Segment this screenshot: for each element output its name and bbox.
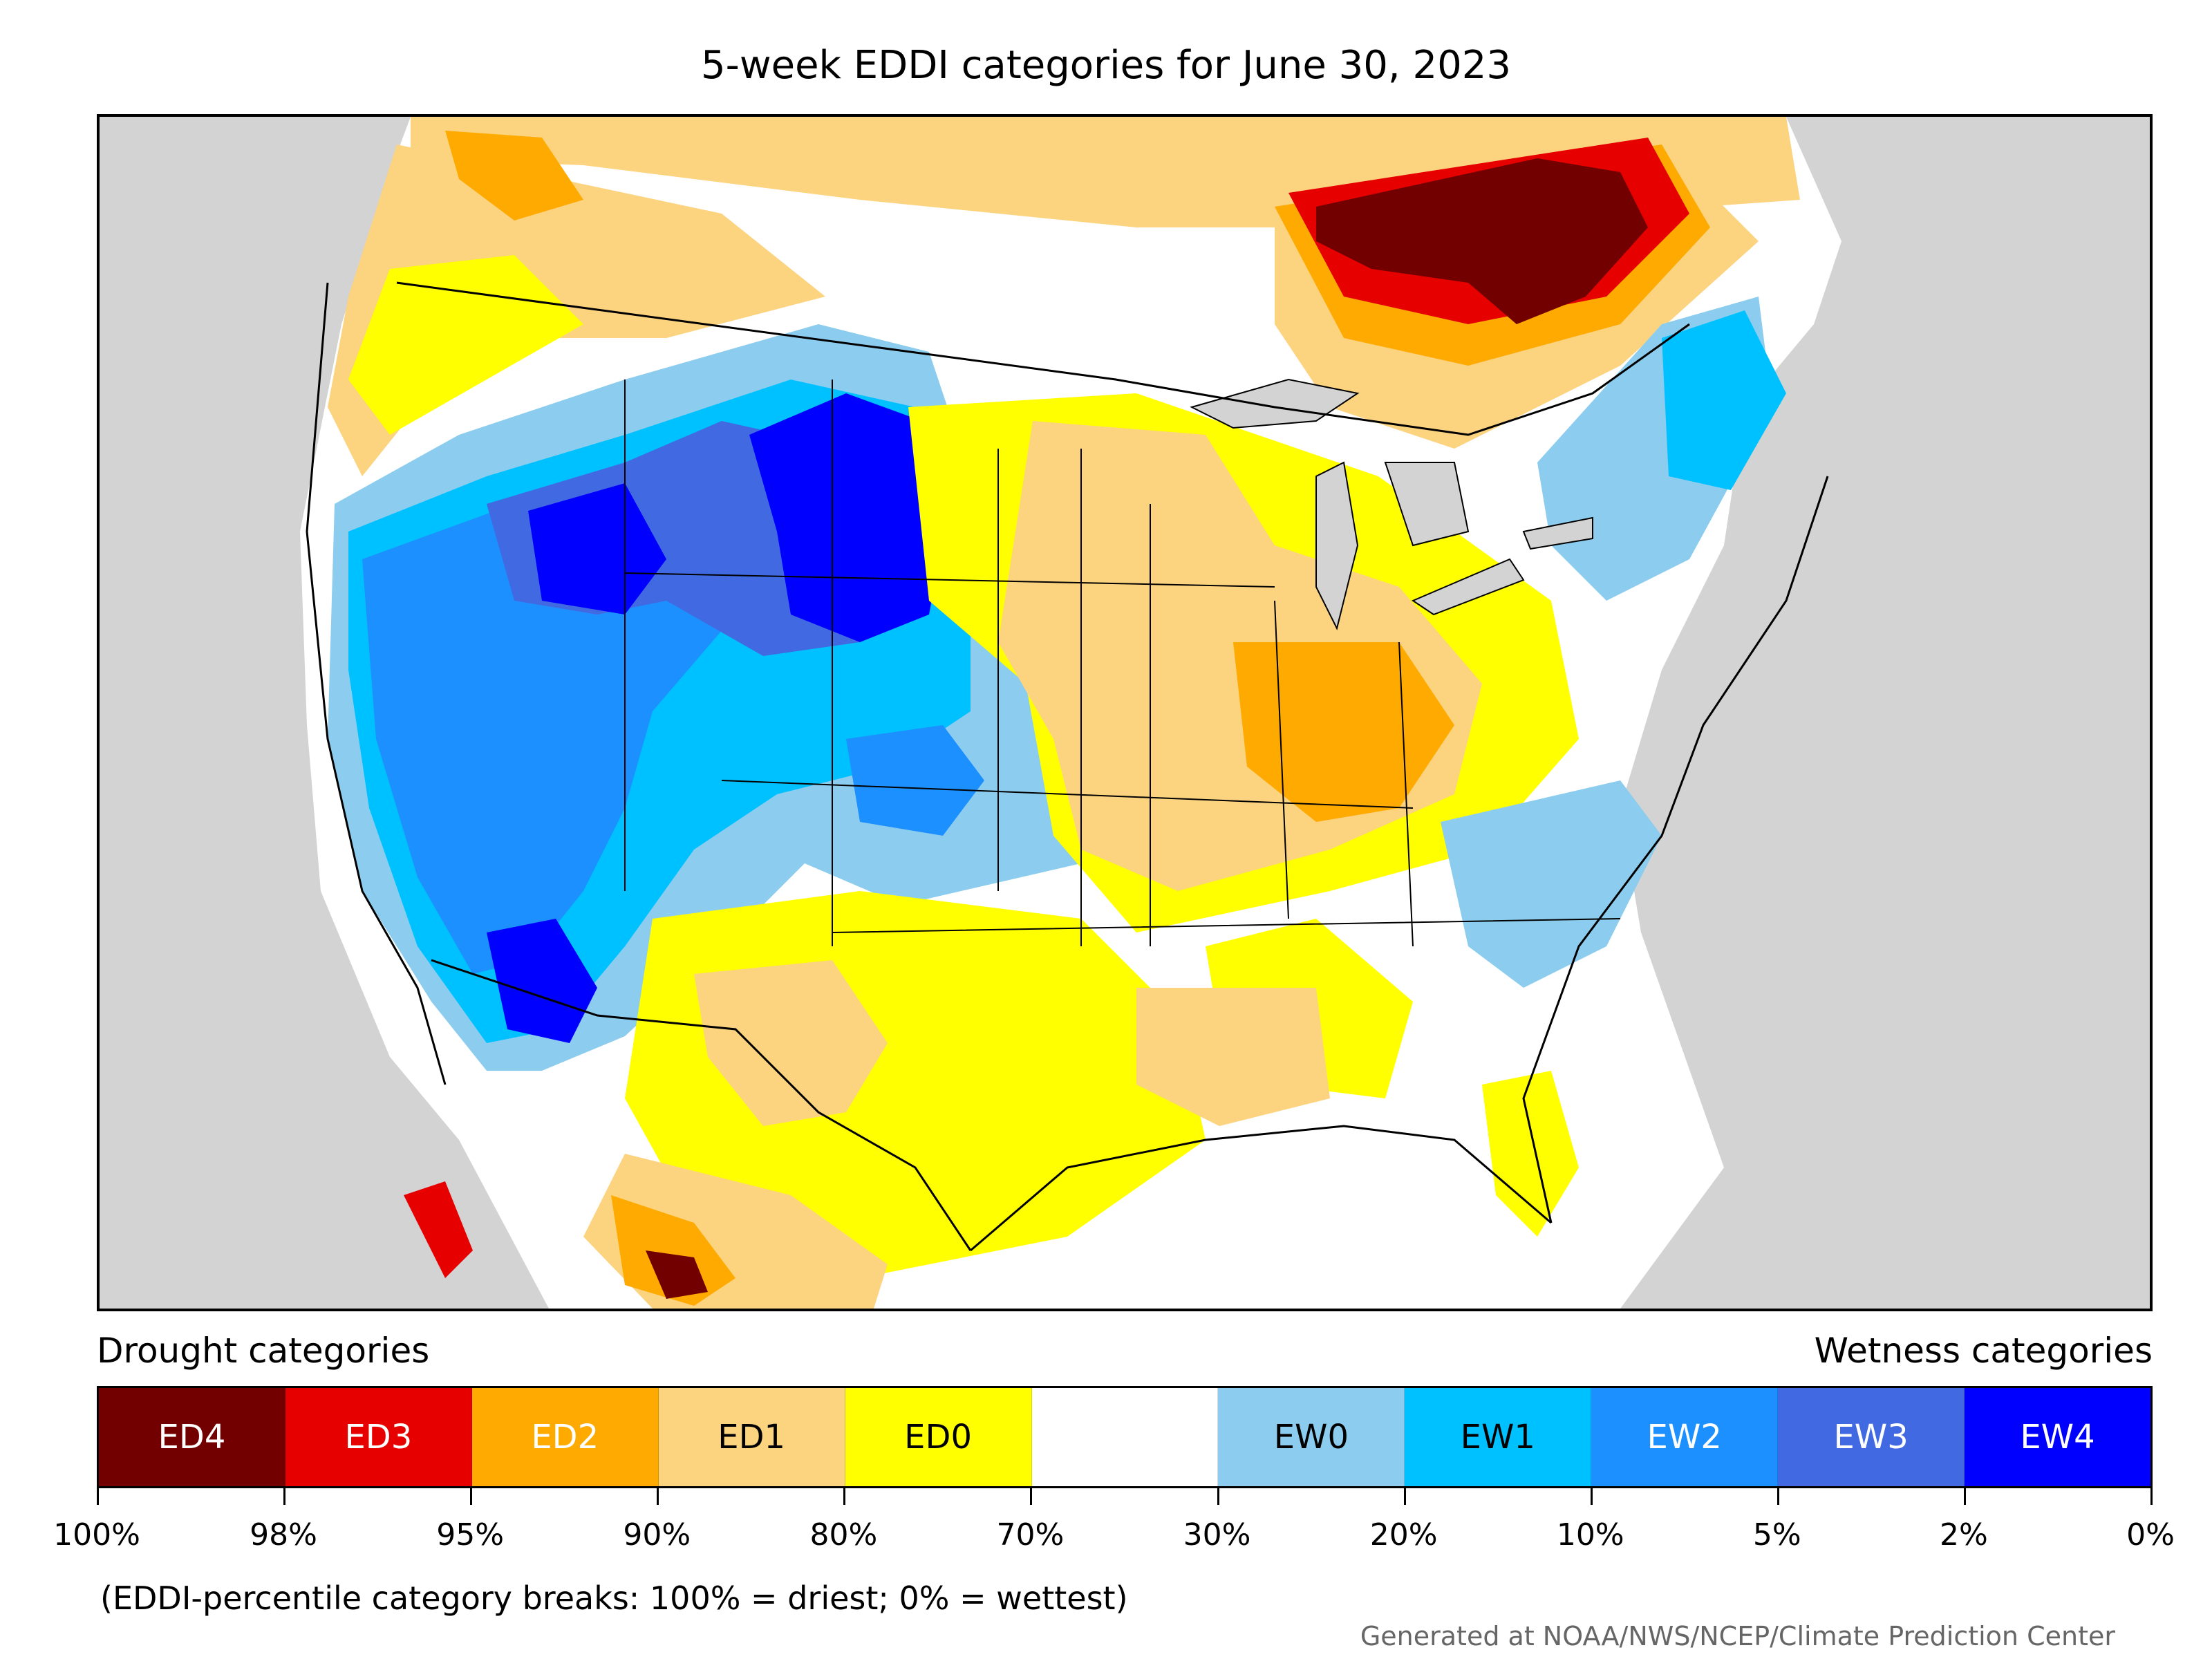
drought-heading: Drought categories <box>97 1331 430 1371</box>
legend-cell-ed4: ED4 <box>99 1388 285 1486</box>
bc-ed2 <box>445 131 583 221</box>
legend-cell-ed1: ED1 <box>658 1388 845 1486</box>
tick-label: 10% <box>1556 1517 1624 1553</box>
colorbar-tick <box>1777 1488 1779 1505</box>
carolinas-ew0 <box>1441 780 1662 988</box>
category-colorbar: ED4 ED3 ED2 ED1 ED0 EW0 EW1 EW2 EW3 EW4 <box>97 1386 2153 1488</box>
lake-michigan <box>1315 461 1359 630</box>
tick-label: 100% <box>53 1517 140 1553</box>
legend-cell-normal <box>1031 1388 1219 1486</box>
tick-label: 2% <box>1940 1517 1988 1553</box>
colorbar-tick <box>657 1488 659 1505</box>
tick-label: 80% <box>809 1517 878 1553</box>
tick-label: 98% <box>250 1517 317 1553</box>
tick-label: 20% <box>1369 1517 1438 1553</box>
colorbar-tick <box>1030 1488 1033 1505</box>
legend-cell-ew1: EW1 <box>1405 1388 1592 1486</box>
gulf-coast <box>970 1125 1552 1252</box>
new-england-ew1 <box>1662 310 1786 490</box>
colorbar-tick <box>1217 1488 1219 1505</box>
tick-label: 70% <box>996 1517 1065 1553</box>
arizona-ew4 <box>487 919 597 1043</box>
tick-label: 95% <box>436 1517 505 1553</box>
east-coast <box>1522 476 1829 1224</box>
colorbar-tick <box>843 1488 846 1505</box>
west-coast <box>306 282 447 1085</box>
wyoming-ew4 <box>749 393 950 642</box>
state-lines <box>624 379 1621 947</box>
sonora-ed4 <box>646 1250 708 1299</box>
texas-ed1 <box>694 960 888 1126</box>
colorbar-tick <box>1590 1488 1593 1505</box>
lake-erie <box>1411 558 1525 616</box>
canada-us-border <box>396 281 1690 436</box>
map-title: 5-week EDDI categories for June 30, 2023 <box>701 43 1511 88</box>
illinois-ed2 <box>1233 642 1454 822</box>
lake-ontario <box>1522 516 1593 550</box>
baja-ed3 <box>404 1181 473 1278</box>
colorbar-ticks <box>97 1488 2153 1509</box>
percentile-note: (EDDI-percentile category breaks: 100% =… <box>100 1580 1128 1617</box>
florida-ed0 <box>1482 1071 1579 1237</box>
colorbar-tick <box>1963 1488 1966 1505</box>
legend-cell-ed2: ED2 <box>471 1388 659 1486</box>
pacific-northwest-ed1 <box>328 144 825 476</box>
tick-label: 0% <box>2126 1517 2175 1553</box>
louisiana-ed1 <box>1136 988 1330 1126</box>
legend-cell-ed3: ED3 <box>285 1388 472 1486</box>
legend-cell-ew0: EW0 <box>1218 1388 1405 1486</box>
wetness-heading: Wetness categories <box>1814 1331 2153 1371</box>
credit-text: Generated at NOAA/NWS/NCEP/Climate Predi… <box>1360 1621 2115 1651</box>
ontario-quebec-ed4 <box>1316 158 1648 324</box>
us-mexico-border <box>431 959 972 1251</box>
tick-label: 90% <box>623 1517 691 1553</box>
colorado-ew2 <box>846 725 984 836</box>
lake-huron <box>1384 462 1470 547</box>
sonora-ed2 <box>611 1195 735 1306</box>
map-canvas <box>300 117 1841 1309</box>
legend-cell-ew4: EW4 <box>1965 1388 2150 1486</box>
colorbar-tick <box>2150 1488 2153 1505</box>
colorbar-tick <box>97 1488 99 1505</box>
tick-label: 5% <box>1752 1517 1801 1553</box>
idaho-ew4 <box>528 483 666 615</box>
legend-cell-ed0: ED0 <box>845 1388 1032 1486</box>
eddi-map <box>97 114 2153 1311</box>
colorbar-tick <box>283 1488 286 1505</box>
colorbar-tick <box>1403 1488 1406 1505</box>
legend-cell-ew3: EW3 <box>1778 1388 1965 1486</box>
lake-superior <box>1190 378 1360 429</box>
legend-cell-ew2: EW2 <box>1591 1388 1779 1486</box>
tick-label: 30% <box>1183 1517 1251 1553</box>
colorbar-tick <box>470 1488 473 1505</box>
